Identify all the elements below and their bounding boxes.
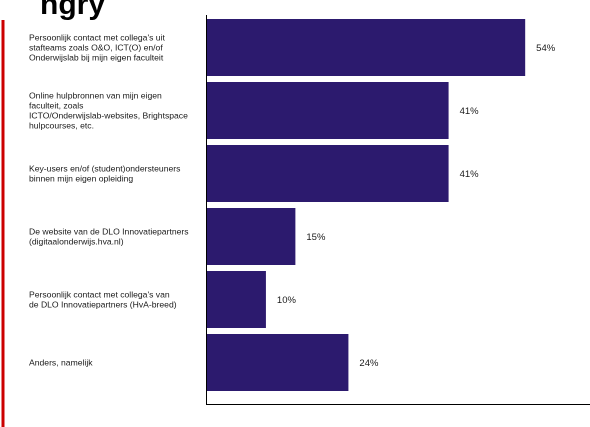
- category-label: De website van de DLO Innovatiepartners(…: [29, 227, 189, 247]
- category-label-line: Anders, namelijk: [29, 358, 93, 368]
- category-label-line: Persoonlijk contact met collega's van: [29, 290, 170, 300]
- value-label: 41%: [460, 106, 480, 117]
- bar: [207, 334, 349, 391]
- value-label: 24%: [359, 358, 379, 369]
- category-label-line: Online hulpbronnen van mijn eigen: [29, 91, 162, 101]
- value-label: 41%: [460, 169, 480, 180]
- category-label-line: faculteit, zoals: [29, 101, 83, 111]
- category-label: Online hulpbronnen van mijn eigen faculte…: [29, 91, 188, 131]
- category-label-line: Key-users en/of (student)ondersteuners: [29, 164, 180, 174]
- category-label-line: (digitaalonderwijs.hva.nl): [29, 237, 124, 247]
- category-label-line: stafteams zoals O&O, ICT(O) en/of: [29, 43, 163, 53]
- category-label: Key-users en/of (student)ondersteuners bi…: [29, 164, 180, 184]
- category-label-line: ICTO/Onderwijslab-websites, Brightspace: [29, 111, 188, 121]
- category-label-line: Onderwijslab bij mijn eigen faculteit: [29, 53, 164, 63]
- category-label-line: de DLO Innovatiepartners (HvA-breed): [29, 300, 177, 310]
- bar: [207, 208, 296, 265]
- value-label: 15%: [306, 232, 326, 243]
- category-label-line: Persoonlijk contact met collega's uit: [29, 33, 165, 43]
- category-label: Persoonlijk contact met collega's uit sta…: [29, 33, 165, 63]
- bar: [207, 145, 449, 202]
- chart-title-fragment: ngry: [40, 0, 105, 21]
- category-label-line: De website van de DLO Innovatiepartners: [29, 227, 189, 237]
- category-label: Anders, namelijk: [29, 358, 93, 368]
- value-label: 54%: [536, 43, 556, 54]
- bar: [207, 19, 526, 76]
- category-label: Persoonlijk contact met collega's van de …: [29, 290, 177, 310]
- value-labels: 54% 41% 41% 15% 10% 24%: [277, 43, 556, 369]
- bar: [207, 82, 449, 139]
- category-label-line: binnen mijn eigen opleiding: [29, 174, 133, 184]
- bar: [207, 271, 266, 328]
- value-label: 10%: [277, 295, 297, 306]
- category-labels: Persoonlijk contact met collega's uit sta…: [29, 33, 189, 368]
- category-label-line: hulpcourses, etc.: [29, 121, 94, 131]
- bar-series: [207, 19, 526, 391]
